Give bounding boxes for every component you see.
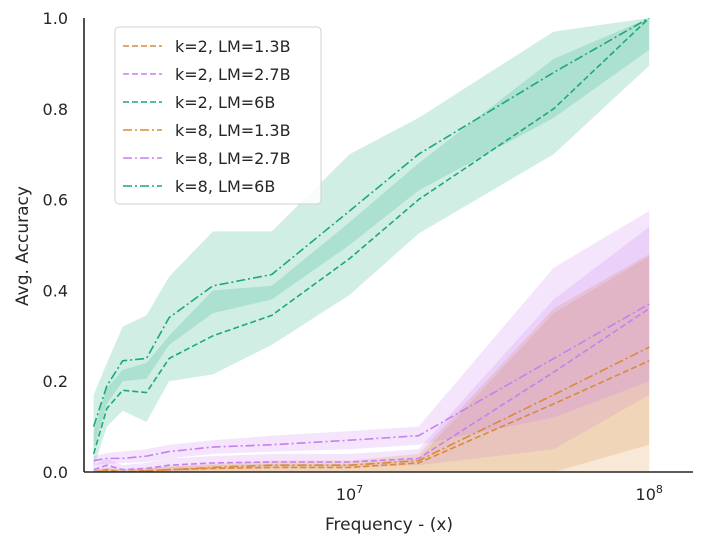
legend-entry: k=8, LM=6B xyxy=(123,177,275,196)
ticks: 0.0 0.2 0.4 0.6 0.8 1.0 107 108 xyxy=(43,9,663,504)
series-line-1 xyxy=(93,360,650,472)
y-tick-label: 0.0 xyxy=(43,463,68,482)
legend-label: k=2, LM=1.3B xyxy=(175,37,291,56)
legend-label: k=2, LM=6B xyxy=(175,93,275,112)
series-line-3 xyxy=(92,18,650,455)
legend-entry: k=2, LM=6B xyxy=(123,93,275,112)
legend-label: k=8, LM=6B xyxy=(175,177,275,196)
legend-label: k=8, LM=2.7B xyxy=(175,149,291,168)
x-tick-label: 108 xyxy=(636,483,663,504)
legend-entry: k=2, LM=2.7B xyxy=(123,65,291,84)
y-tick-label: 0.8 xyxy=(43,100,68,119)
y-axis-label: Avg. Accuracy xyxy=(13,186,33,306)
y-tick-label: 1.0 xyxy=(43,9,68,28)
confidence-band-2 xyxy=(93,226,650,472)
series-line-6 xyxy=(92,18,650,427)
legend-box xyxy=(114,26,322,205)
legend-label: k=2, LM=2.7B xyxy=(175,65,291,84)
y-tick-label: 0.4 xyxy=(43,281,68,300)
confidence-band-5 xyxy=(93,210,650,466)
y-tick-label: 0.2 xyxy=(43,372,68,391)
series-line-5 xyxy=(93,303,650,462)
legend-label: k=8, LM=1.3B xyxy=(175,121,291,140)
series-line-2 xyxy=(93,307,650,471)
legend: k=2, LM=1.3B k=2, LM=2.7B k=2, LM=6B k=8, L… xyxy=(114,26,322,205)
legend-entry: k=2, LM=1.3B xyxy=(123,37,291,56)
confidence-bands xyxy=(93,18,650,472)
x-axis-label: Frequency - (x) xyxy=(325,515,453,535)
legend-entry: k=8, LM=2.7B xyxy=(123,149,291,168)
legend-entry: k=8, LM=1.3B xyxy=(123,121,291,140)
x-tick-label: 107 xyxy=(336,483,363,504)
axes xyxy=(83,18,693,473)
confidence-band-4 xyxy=(93,254,650,472)
confidence-band-6 xyxy=(93,18,650,450)
confidence-band-3 xyxy=(93,18,650,468)
y-tick-label: 0.6 xyxy=(43,191,68,210)
confidence-band-1 xyxy=(93,256,650,472)
